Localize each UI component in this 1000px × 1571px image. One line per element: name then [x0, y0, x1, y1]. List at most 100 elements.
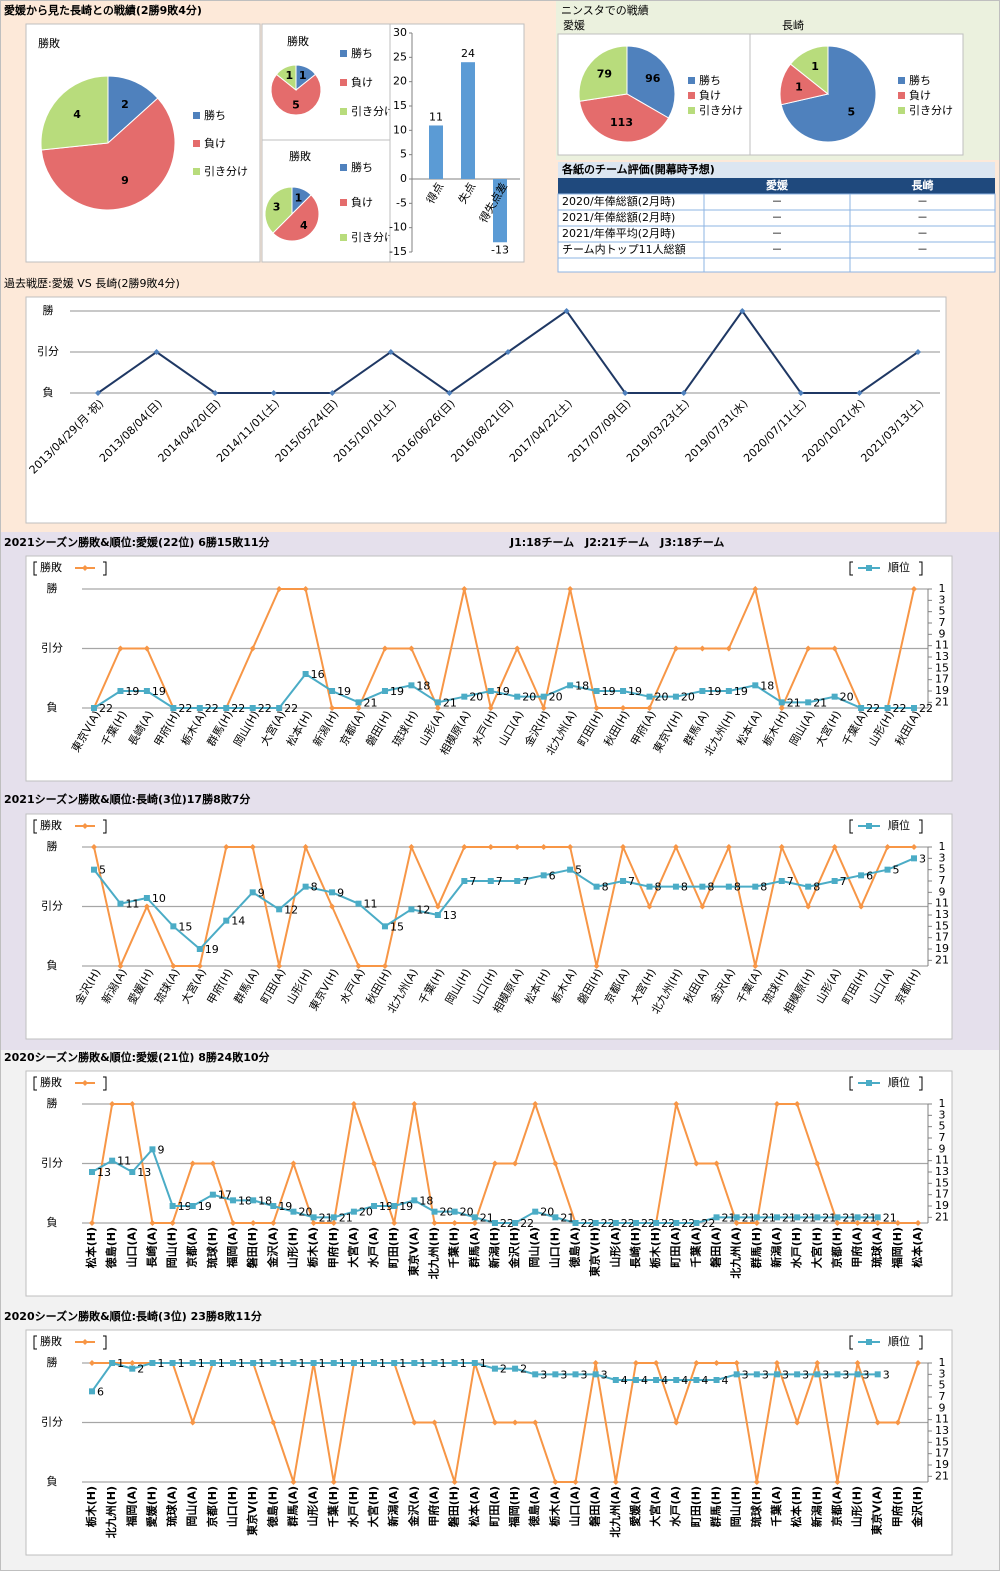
x-tick-label: 群馬(A)	[467, 1227, 481, 1269]
data-label: 20	[840, 691, 854, 704]
data-label: 15	[390, 920, 404, 933]
point-marker	[505, 349, 511, 355]
legend-bracket	[103, 819, 107, 834]
data-label: 3	[842, 1368, 849, 1381]
rank-marker	[858, 872, 865, 879]
data-label: 13	[137, 1166, 151, 1179]
point-marker	[330, 1220, 337, 1226]
legend-label: 負け	[909, 89, 931, 102]
data-label: 20	[540, 1206, 554, 1219]
data-label: 1	[439, 1357, 446, 1370]
legend-bracket	[33, 819, 37, 834]
rank-marker	[91, 866, 97, 873]
data-label: 12	[416, 903, 430, 916]
x-tick-label: 甲府(H)	[326, 1227, 340, 1268]
note: J1:18チーム J2:21チーム J3:18チーム	[509, 536, 724, 549]
rank-marker	[733, 1371, 740, 1378]
point-marker	[620, 705, 627, 711]
data-label: 19	[496, 685, 510, 698]
rank-marker	[567, 682, 574, 689]
rank-marker	[646, 693, 653, 700]
rank-marker	[713, 1377, 720, 1383]
point-marker	[471, 1220, 478, 1226]
y2-tick-label: 1	[939, 1356, 946, 1369]
data-label: 18	[760, 679, 774, 692]
data-label: 22	[681, 1217, 695, 1230]
point-marker	[487, 844, 494, 850]
point-marker	[89, 1360, 95, 1366]
point-marker	[673, 1419, 680, 1426]
rank-marker	[874, 1371, 881, 1378]
x-tick-label: 栃木(A)	[547, 1486, 561, 1527]
data-label: 2	[121, 98, 129, 111]
data-label: 3	[782, 1368, 789, 1381]
data-label: 21	[822, 1211, 836, 1224]
rank-marker	[196, 705, 203, 711]
rank-marker	[814, 1371, 821, 1378]
y2-tick-label: 19	[935, 1199, 949, 1212]
rank-marker	[249, 889, 256, 896]
series-line	[91, 1361, 878, 1392]
y2-tick-label: 9	[939, 1401, 946, 1414]
rank-marker	[487, 688, 494, 694]
x-tick-label: 千葉(H)	[326, 1486, 340, 1527]
rank-marker	[149, 1360, 156, 1366]
point-marker	[911, 586, 917, 592]
x-tick-label: 大宮(A)	[648, 1486, 662, 1527]
table-text: －	[917, 243, 928, 256]
y2-tick-label: 15	[935, 661, 949, 674]
section-heading: 愛媛から見た長崎との戦績(2勝9敗4分)	[4, 3, 202, 17]
y2-tick-label: 15	[935, 1435, 949, 1448]
series-line	[93, 672, 914, 709]
point-marker	[797, 390, 804, 396]
x-tick-label: 新潟(A)	[386, 1486, 400, 1527]
data-label: 21	[443, 696, 457, 709]
x-tick-label: 長崎(A)	[144, 1227, 158, 1268]
y2-tick-label: 21	[935, 1210, 949, 1223]
chart-box	[25, 296, 947, 524]
data-label: 22	[500, 1217, 514, 1230]
chart-title: 2021シーズン勝敗&順位:長崎(3位)17勝8敗7分	[4, 792, 250, 806]
pie-slice	[272, 194, 320, 242]
x-tick-label: 松本(A)	[910, 1227, 924, 1268]
point-marker	[894, 1220, 901, 1226]
legend-label: 順位	[888, 1334, 910, 1348]
y2-tick-label: 13	[935, 1424, 949, 1437]
point-marker	[149, 1220, 156, 1226]
point-marker	[461, 586, 468, 592]
data-label: 1	[298, 1357, 305, 1370]
rank-marker	[834, 1214, 841, 1221]
x-tick-label: 山口(H)	[547, 1227, 561, 1268]
data-label: 19	[602, 685, 616, 698]
rank-marker	[330, 1360, 337, 1366]
point-marker	[858, 903, 865, 910]
rank-marker	[302, 883, 309, 890]
y-tick-label: 勝	[43, 303, 54, 317]
data-label: 7	[840, 875, 847, 888]
point-marker	[773, 1101, 780, 1107]
rank-marker	[408, 682, 415, 689]
rank-marker	[169, 1203, 176, 1209]
y-tick-label: 25	[393, 50, 407, 63]
pie-slice	[264, 186, 293, 234]
rank-marker	[461, 693, 468, 700]
data-label: 21	[560, 1211, 574, 1224]
point-marker	[329, 903, 336, 910]
rank-marker	[794, 1371, 801, 1378]
legend-label: 引き分け	[351, 104, 395, 118]
rank-marker	[725, 883, 732, 890]
point-marker	[411, 1419, 418, 1426]
y2-tick-label: 19	[935, 684, 949, 697]
data-label: 8	[707, 881, 714, 894]
y2-tick-label: 1	[939, 840, 946, 853]
data-label: 6	[97, 1385, 104, 1398]
legend-bracket	[849, 1076, 853, 1091]
legend-bracket	[33, 1076, 37, 1091]
x-tick-label: 磐田(H)	[447, 1486, 461, 1527]
rank-marker	[250, 1360, 257, 1366]
data-label: 1	[460, 1357, 467, 1370]
point-marker	[739, 308, 746, 314]
legend-label: 勝敗	[40, 1075, 62, 1089]
legend-label: 勝ち	[909, 73, 931, 87]
bar	[493, 179, 507, 243]
